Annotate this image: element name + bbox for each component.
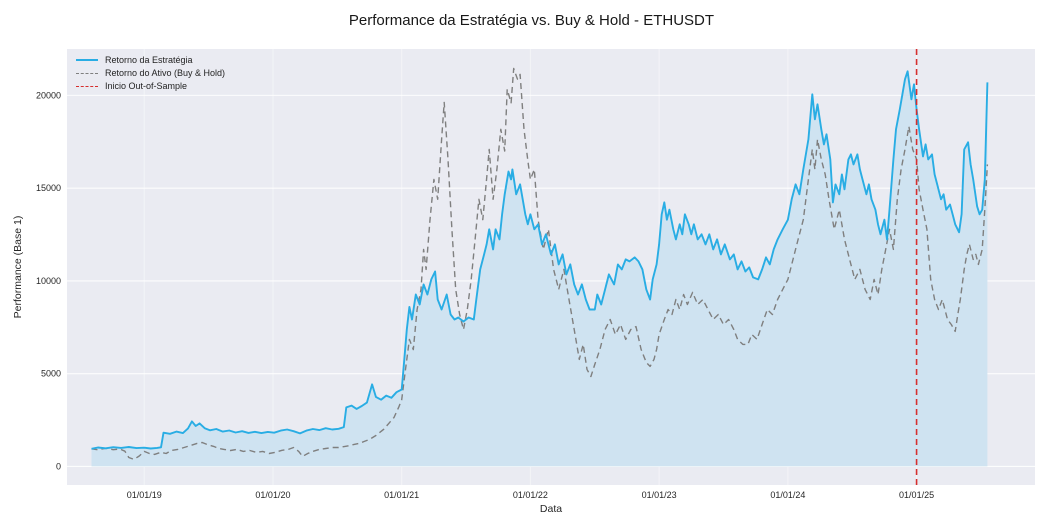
- legend-label: Retorno da Estratégia: [105, 55, 193, 65]
- legend-item-oos: Inicio Out-of-Sample: [76, 81, 225, 91]
- strategy-line-swatch: [76, 59, 98, 61]
- x-tick-label: 01/01/24: [770, 490, 805, 500]
- x-tick-label: 01/01/22: [513, 490, 548, 500]
- asset-line: [91, 67, 989, 461]
- x-tick-label: 01/01/23: [642, 490, 677, 500]
- y-tick-label: 5000: [41, 369, 61, 379]
- chart-title: Performance da Estratégia vs. Buy & Hold…: [348, 12, 715, 29]
- legend-item-asset: Retorno do Ativo (Buy & Hold): [76, 68, 225, 78]
- x-tick-label: 01/01/25: [899, 490, 934, 500]
- x-tick-label: 01/01/21: [384, 490, 419, 500]
- legend-label: Retorno do Ativo (Buy & Hold): [105, 68, 226, 78]
- legend-item-strategy: Retorno da Estratégia: [76, 55, 225, 65]
- y-tick-label: 0: [56, 461, 61, 471]
- strategy-area-fill: [91, 71, 988, 467]
- legend: Retorno da Estratégia Retorno do Ativo (…: [76, 55, 225, 91]
- asset-line-swatch: [76, 72, 98, 74]
- x-tick-label: 01/01/20: [255, 490, 290, 500]
- x-tick-label: 01/01/19: [127, 490, 162, 500]
- oos-line-swatch: [76, 85, 98, 87]
- x-axis-label: Data: [539, 503, 563, 515]
- legend-label: Inicio Out-of-Sample: [105, 81, 188, 91]
- y-tick-label: 15000: [36, 183, 61, 193]
- strategy-line: [91, 70, 989, 450]
- y-tick-label: 10000: [36, 276, 61, 286]
- y-tick-label: 20000: [36, 90, 61, 100]
